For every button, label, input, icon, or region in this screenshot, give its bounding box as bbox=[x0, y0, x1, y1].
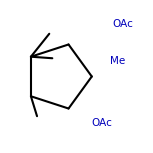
Text: Me: Me bbox=[110, 56, 125, 66]
Text: OAc: OAc bbox=[112, 19, 133, 29]
Text: OAc: OAc bbox=[92, 118, 113, 128]
